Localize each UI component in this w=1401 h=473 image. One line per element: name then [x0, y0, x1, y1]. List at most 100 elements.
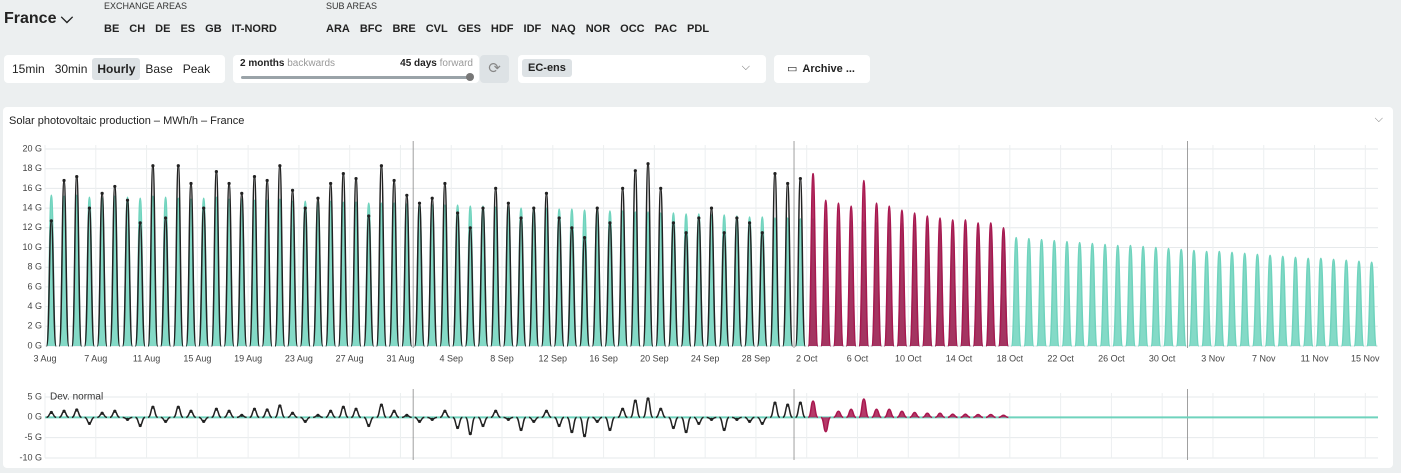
day-curve	[1124, 244, 1137, 347]
x-tick-label: 2 Oct	[796, 353, 818, 363]
sub-area[interactable]: NOR	[585, 23, 611, 35]
x-tick-label: 15 Nov	[1351, 353, 1380, 363]
peak-marker	[329, 409, 333, 413]
peak-marker	[341, 405, 345, 409]
sub-area[interactable]: IDF	[523, 23, 542, 35]
x-tick-label: 10 Oct	[895, 353, 922, 363]
peak-marker	[125, 198, 130, 202]
exchange-area[interactable]: DE	[155, 23, 171, 35]
peak-marker	[671, 221, 676, 225]
day-curve	[896, 410, 907, 419]
peak-marker	[646, 397, 650, 401]
y-tick-label: 4 G	[27, 301, 42, 311]
sub-area[interactable]: HDF	[490, 23, 514, 35]
model-select[interactable]: EC-ens ⌵	[518, 55, 766, 83]
peak-marker	[519, 216, 523, 220]
peak-marker	[49, 219, 53, 223]
peak-marker	[176, 405, 180, 409]
day-curve	[1289, 256, 1302, 347]
exchange-area[interactable]: ES	[180, 23, 196, 35]
peak-marker	[798, 401, 802, 405]
peak-marker	[290, 411, 295, 415]
x-tick-label: 26 Oct	[1098, 353, 1125, 363]
day-curve	[858, 179, 870, 347]
range-slider[interactable]: 2 months backwards 45 days forward	[233, 55, 479, 83]
peak-marker	[430, 417, 434, 421]
peak-marker	[684, 231, 688, 235]
peak-marker	[773, 401, 777, 405]
sub-area[interactable]: CVL	[425, 23, 448, 35]
exchange-title: EXCHANGE AREAS	[104, 1, 188, 11]
peak-marker	[786, 181, 790, 186]
chart-title: Solar photovoltaic production – MWh/h – …	[9, 115, 245, 127]
peak-marker	[240, 413, 244, 417]
peak-marker	[760, 231, 764, 235]
sub-area[interactable]: ARA	[326, 23, 350, 35]
peak-marker	[633, 169, 637, 173]
peak-marker	[303, 206, 307, 210]
day-curve	[934, 217, 946, 347]
day-curve	[1150, 246, 1162, 347]
peak-marker	[62, 178, 66, 183]
y-tick-label: 5 G	[27, 391, 42, 401]
granularity-option[interactable]: 15min	[12, 62, 45, 76]
area-select[interactable]: France ⌵	[4, 10, 74, 27]
peak-marker	[481, 206, 485, 210]
y-tick-label: 12 G	[22, 222, 42, 232]
peak-marker	[125, 417, 130, 421]
slider-handle[interactable]	[466, 73, 474, 81]
exchange-area[interactable]: CH	[129, 23, 146, 35]
day-curve	[997, 227, 1010, 347]
collapse-toggle[interactable]: ⌵	[1374, 113, 1383, 125]
granularity-option[interactable]: 30min	[54, 62, 88, 76]
peak-marker	[468, 226, 472, 230]
day-curve	[1213, 250, 1225, 347]
peak-marker	[138, 423, 142, 428]
peak-marker	[582, 236, 587, 240]
exchange-area[interactable]: IT-NORD	[231, 23, 277, 35]
day-curve	[1048, 239, 1060, 347]
sub-area[interactable]: NAQ	[551, 23, 576, 35]
day-curve	[1036, 238, 1048, 347]
x-tick-label: 30 Oct	[1149, 353, 1176, 363]
peak-marker	[697, 216, 701, 220]
granularity-option[interactable]: Base	[145, 62, 173, 76]
peak-marker	[786, 403, 790, 407]
granularity-option[interactable]: Hourly	[92, 58, 141, 80]
peak-marker	[316, 413, 320, 417]
peak-marker	[582, 434, 587, 438]
day-curve	[846, 408, 857, 419]
sub-area[interactable]: BRE	[392, 23, 416, 35]
peak-marker	[405, 413, 409, 417]
exchange-area[interactable]: BE	[104, 23, 120, 35]
backwards-label: backwards	[287, 58, 336, 69]
peak-marker	[379, 164, 384, 168]
sub-area[interactable]: BFC	[359, 23, 383, 35]
sub-area[interactable]: OCC	[620, 23, 645, 35]
peak-marker	[227, 181, 231, 186]
sub-area[interactable]: GES	[457, 23, 481, 35]
x-tick-label: 11 Nov	[1301, 353, 1329, 363]
peak-marker	[671, 425, 676, 430]
y-tick-label: 8 G	[27, 262, 42, 272]
day-curve	[566, 416, 578, 433]
peak-marker	[608, 427, 612, 432]
peak-marker	[443, 181, 447, 186]
day-curve	[630, 400, 641, 419]
peak-marker	[760, 421, 764, 426]
sub-area[interactable]: PDL	[687, 23, 710, 35]
area-name: France	[4, 10, 57, 27]
sub-area[interactable]: PAC	[654, 23, 678, 35]
exchange-area[interactable]: GB	[205, 23, 222, 35]
y-tick-label: 10 G	[22, 242, 42, 252]
archive-button[interactable]: ▭ Archive ...	[774, 55, 870, 83]
x-tick-label: 18 Oct	[997, 353, 1024, 363]
refresh-button[interactable]: ⟳	[480, 55, 509, 83]
day-curve	[1302, 257, 1314, 347]
x-tick-label: 16 Sep	[589, 353, 618, 363]
peak-marker	[392, 409, 396, 413]
granularity-option[interactable]: Peak	[182, 62, 211, 76]
peak-marker	[735, 216, 739, 220]
peak-marker	[303, 419, 307, 423]
granularity: 15min 30min Hourly Base Peak	[4, 55, 225, 83]
